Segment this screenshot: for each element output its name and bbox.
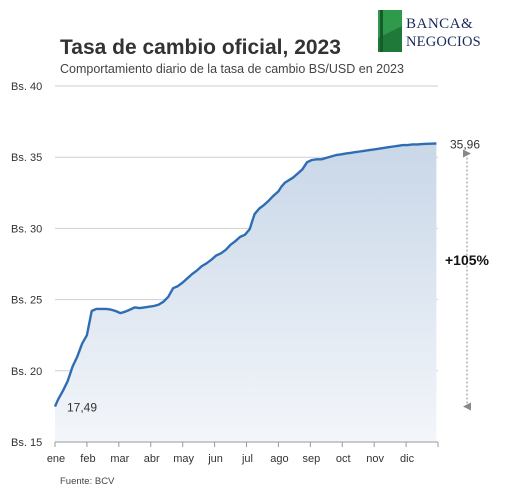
x-axis-ticks: ene feb mar abr may jun jul ago sep oct nov dic — [47, 442, 439, 465]
logo-mark-icon — [378, 10, 402, 52]
y-axis-ticks: Bs. 15 Bs. 20 Bs. 25 Bs. 30 Bs. 35 Bs. 40 — [11, 81, 42, 449]
x-tick-label: ago — [270, 453, 288, 465]
x-tick-label: dic — [400, 453, 415, 465]
x-tick-label: jun — [207, 453, 223, 465]
series-area — [55, 143, 437, 442]
y-tick-label: Bs. 15 — [11, 437, 42, 449]
brand-logo: BANCA& NEGOCIOS — [378, 8, 496, 56]
logo-line-2: NEGOCIOS — [406, 34, 481, 50]
y-tick-label: Bs. 25 — [11, 295, 42, 307]
series-line — [53, 142, 437, 407]
chart-title: Tasa de cambio oficial, 2023 — [60, 36, 341, 59]
x-tick-label: jul — [241, 453, 253, 465]
x-tick-label: sep — [302, 453, 320, 465]
x-tick-label: nov — [366, 453, 384, 465]
x-tick-label: feb — [80, 453, 95, 465]
y-tick-label: Bs. 40 — [11, 81, 42, 93]
logo-line-1: BANCA& — [406, 16, 474, 32]
x-tick-label: ene — [47, 453, 65, 465]
y-tick-label: Bs. 30 — [11, 223, 42, 235]
change-percent-label: +105% — [445, 252, 490, 268]
start-value-label: 17,49 — [67, 401, 97, 415]
y-tick-label: Bs. 20 — [11, 366, 42, 378]
end-value-label: 35,96 — [450, 138, 480, 152]
source-note: Fuente: BCV — [60, 476, 115, 487]
x-tick-label: oct — [336, 453, 351, 465]
y-tick-label: Bs. 35 — [11, 152, 42, 164]
chart-subtitle: Comportamiento diario de la tasa de camb… — [60, 62, 404, 76]
x-tick-label: may — [173, 453, 194, 465]
x-tick-label: abr — [144, 453, 160, 465]
x-tick-label: mar — [110, 453, 129, 465]
